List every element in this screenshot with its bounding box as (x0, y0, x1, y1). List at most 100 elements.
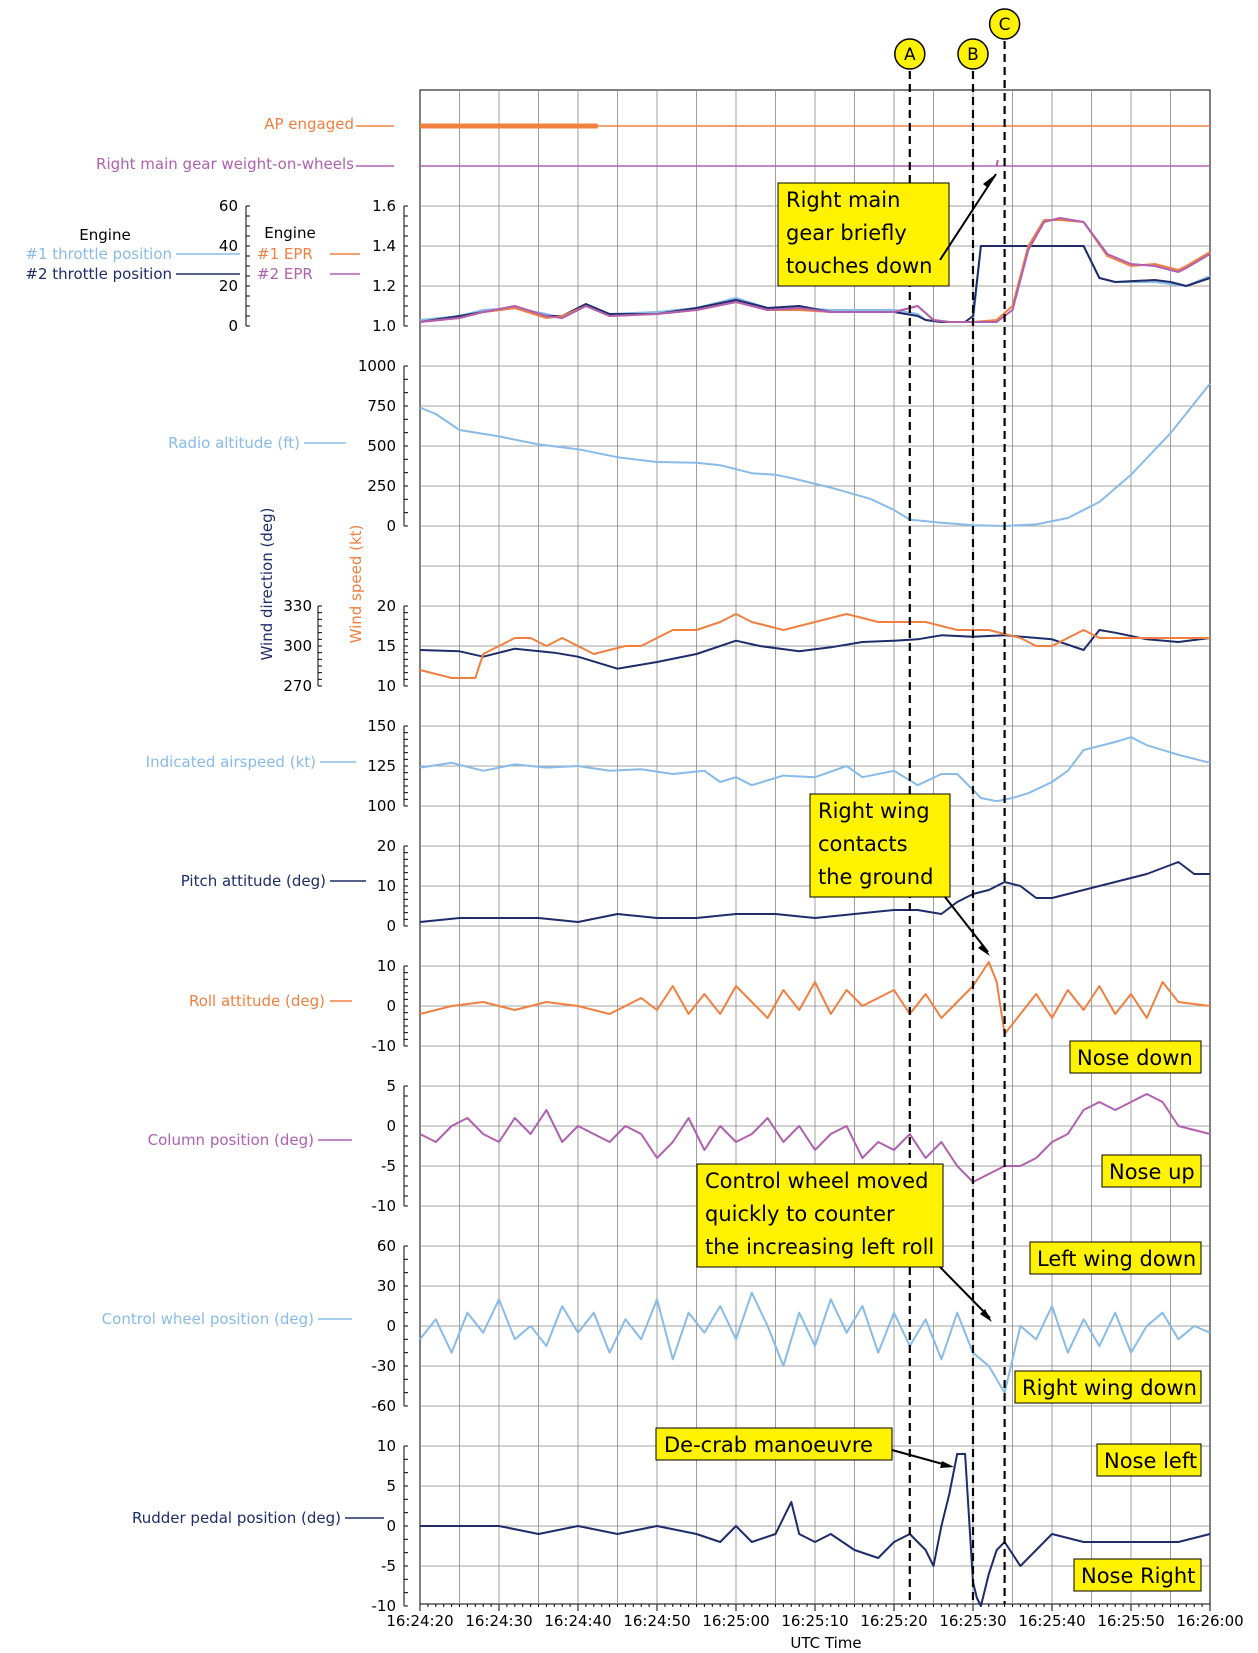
radio-alt-label: Radio altitude (ft) (168, 434, 300, 452)
x-tick-label: 16:25:40 (1018, 1612, 1085, 1630)
event-badge-a (894, 38, 926, 70)
callout-box (696, 1163, 944, 1268)
callout-arrowhead (978, 944, 990, 956)
y-tick-label: 1.4 (372, 237, 396, 255)
callout-box (655, 1427, 893, 1461)
callout-box (777, 182, 950, 287)
engine-right-heading: Engine (264, 224, 315, 242)
y-tick-label: 750 (367, 397, 396, 415)
wheel-label: Control wheel position (deg) (102, 1310, 314, 1328)
callout-arrow (944, 896, 989, 953)
y-tick-label: 15 (377, 637, 396, 655)
callout-text: gear briefly (786, 221, 907, 245)
throttle1-label: #1 throttle position (25, 245, 172, 263)
callout-text: Control wheel moved (705, 1169, 928, 1193)
tag-nose-down (1069, 1040, 1202, 1074)
series-line-radio-altitude-ft (419, 382, 1211, 527)
tag-left-wing-down (1029, 1241, 1202, 1275)
tag-nose-left (1096, 1443, 1202, 1477)
x-tick-label: 16:24:40 (544, 1612, 611, 1630)
callout-text: the increasing left roll (705, 1235, 934, 1259)
y-tick-label: -60 (372, 1397, 397, 1415)
y-tick-label: -5 (381, 1557, 396, 1575)
y-tick-label: -10 (372, 1597, 397, 1615)
callout-text: Right wing (818, 799, 930, 823)
y-tick-label: 0 (386, 917, 396, 935)
tag-left-wing-down-text: Left wing down (1037, 1247, 1196, 1271)
series-line-pitch-attitude-deg (419, 861, 1210, 923)
callout-arrowhead (940, 1461, 954, 1468)
callout-wing: Right wing contacts the ground (809, 793, 990, 956)
y-tick-label: 5 (386, 1077, 396, 1095)
y-tick-label: -10 (372, 1197, 397, 1215)
ias-label: Indicated airspeed (kt) (146, 753, 316, 771)
tag-right-wing-down (1014, 1370, 1202, 1404)
chart-series (419, 123, 1211, 1607)
y-tick-label: 100 (367, 797, 396, 815)
callout-gear: Right main gear briefly touches down (777, 173, 997, 287)
y-tick-label: 60 (219, 197, 238, 215)
x-tick-label: 16:25:50 (1097, 1612, 1164, 1630)
x-tick-label: 16:24:20 (386, 1612, 453, 1630)
tag-nose-down-text: Nose down (1077, 1046, 1193, 1070)
y-tick-label: 30 (377, 1277, 396, 1295)
y-tick-label: 5 (386, 1477, 396, 1495)
series-line-wind-direction-deg (419, 629, 1211, 670)
direction-tags: Nose down Nose up Left wing down Right w… (1014, 1040, 1202, 1592)
x-tick-label: 16:25:10 (781, 1612, 848, 1630)
y-tick-label: 0 (386, 1117, 396, 1135)
y-tick-label: 300 (283, 637, 312, 655)
wind-dir-label: Wind direction (deg) (258, 508, 276, 661)
y-tick-label: 20 (377, 597, 396, 615)
rudder-label: Rudder pedal position (deg) (132, 1509, 341, 1527)
series-line-indicated-airspeed-kt (419, 736, 1211, 803)
x-tick-label: 16:26:00 (1176, 1612, 1243, 1630)
series-line-roll-attitude-deg (419, 961, 1211, 1035)
y-tick-label: 330 (283, 597, 312, 615)
y-tick-label: -5 (381, 1157, 396, 1175)
y-tick-label: 0 (386, 517, 396, 535)
event-badge-c (988, 8, 1021, 40)
pitch-label: Pitch attitude (deg) (181, 872, 326, 890)
callout-text: De-crab manoeuvre (664, 1433, 873, 1457)
gear-wow-label: Right main gear weight-on-wheels (96, 155, 354, 173)
y-tick-label: 10 (377, 877, 396, 895)
callout-text: contacts (818, 832, 908, 856)
callout-box (809, 793, 951, 898)
callout-text: quickly to counter (705, 1202, 895, 1226)
callout-arrowhead (980, 1309, 992, 1322)
y-tick-label: 1000 (358, 357, 396, 375)
y-tick-label: 0 (386, 1517, 396, 1535)
y-tick-label: 1.2 (372, 277, 396, 295)
tag-nose-right (1073, 1558, 1202, 1592)
throttle2-label: #2 throttle position (25, 265, 172, 283)
series-labels: AP engaged Right main gear weight-on-whe… (25, 115, 861, 1652)
series-line-control-wheel-position-deg (419, 1291, 1211, 1394)
tag-nose-up (1101, 1154, 1202, 1188)
y-tick-label: -10 (372, 1037, 397, 1055)
x-tick-label: 16:24:30 (465, 1612, 532, 1630)
series-line-column-position-deg (419, 1093, 1211, 1183)
gear-wow-blip (995, 159, 999, 167)
y-tick-label: 10 (377, 1437, 396, 1455)
callout-text: touches down (786, 254, 932, 278)
x-tick-label: 16:25:00 (702, 1612, 769, 1630)
wind-speed-label: Wind speed (kt) (347, 525, 365, 644)
y-tick-label: 20 (377, 837, 396, 855)
ap-engaged-label: AP engaged (264, 115, 354, 133)
y-tick-label: 1.6 (372, 197, 396, 215)
tag-nose-up-text: Nose up (1109, 1160, 1195, 1184)
event-label-c: C (999, 15, 1011, 35)
event-markers: A BC (894, 8, 1021, 1604)
y-tick-label: -30 (372, 1357, 397, 1375)
event-label-a: A (904, 45, 916, 65)
event-label-b: B (967, 45, 979, 65)
y-tick-label: 0 (228, 317, 238, 335)
series-line-rudder-pedal-position-deg (420, 1453, 1211, 1607)
callout-text: the ground (818, 865, 933, 889)
y-tick-label: 60 (377, 1237, 396, 1255)
y-tick-label: 40 (219, 237, 238, 255)
tag-right-wing-down-text: Right wing down (1022, 1376, 1197, 1400)
column-label: Column position (deg) (148, 1131, 314, 1149)
